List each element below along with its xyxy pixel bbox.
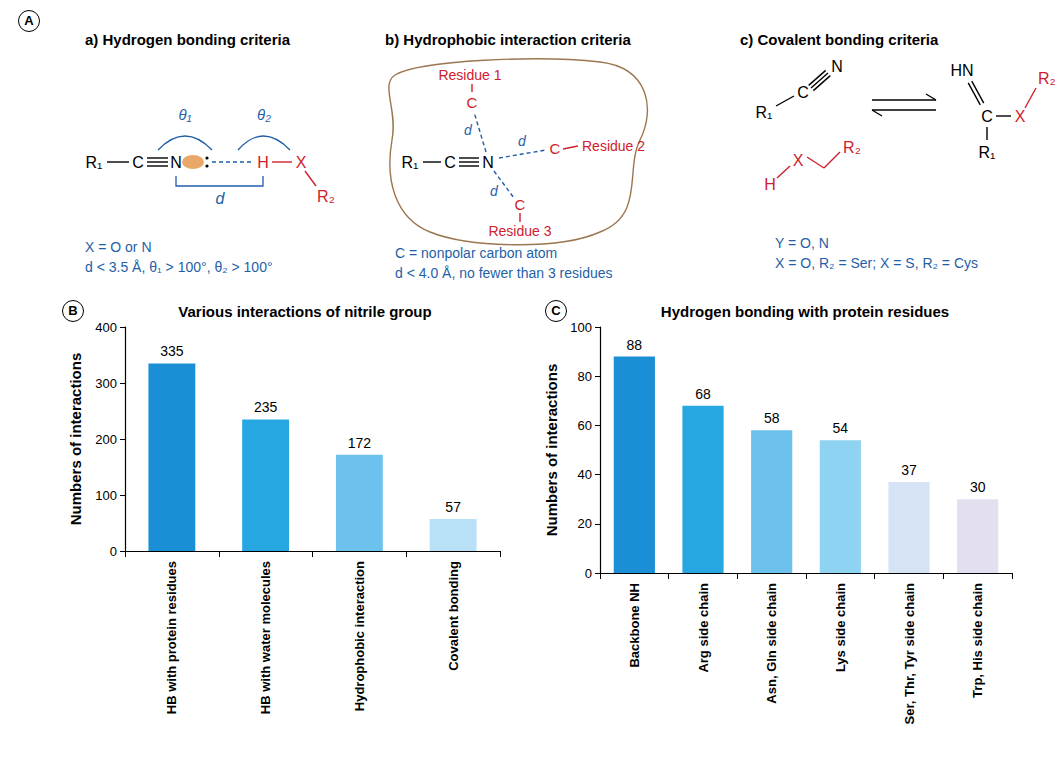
svg-text:θ₂: θ₂ (257, 106, 271, 123)
svg-text:57: 57 (445, 499, 461, 515)
svg-text:58: 58 (764, 410, 780, 426)
svg-text:R₁: R₁ (979, 144, 996, 161)
svg-text:X: X (296, 154, 307, 171)
svg-text:68: 68 (695, 386, 711, 402)
svg-text:335: 335 (160, 343, 184, 359)
svg-text:Residue 2: Residue 2 (582, 138, 645, 154)
svg-text:Arg side chain: Arg side chain (696, 583, 711, 673)
svg-text:R₁: R₁ (402, 154, 419, 171)
svg-text:R₂: R₂ (843, 139, 861, 156)
svg-text:d: d (464, 122, 473, 138)
svg-text:Residue 3: Residue 3 (488, 223, 551, 239)
svg-text:N: N (170, 154, 182, 171)
svg-text:θ₁: θ₁ (179, 106, 192, 123)
svg-text:37: 37 (901, 462, 917, 478)
svg-text:X = O, R₂ = Ser; X = S, R₂ = C: X = O, R₂ = Ser; X = S, R₂ = Cys (775, 255, 978, 271)
svg-text:R₂: R₂ (1038, 70, 1056, 87)
svg-text:HB with water molecules: HB with water molecules (258, 561, 273, 714)
svg-text:R₂: R₂ (317, 188, 335, 205)
svg-text:Ser, Thr, Tyr side chain: Ser, Thr, Tyr side chain (902, 583, 917, 724)
svg-text:Residue 1: Residue 1 (438, 67, 501, 83)
svg-text:C = nonpolar carbon atom: C = nonpolar carbon atom (395, 245, 557, 261)
svg-text:400: 400 (95, 320, 117, 335)
svg-text:N: N (482, 154, 494, 171)
svg-text:a) Hydrogen bonding criteria: a) Hydrogen bonding criteria (85, 31, 291, 48)
svg-text:Hydrophobic interaction: Hydrophobic interaction (352, 561, 367, 711)
svg-text:d < 4.0 Å, no fewer than 3 res: d < 4.0 Å, no fewer than 3 residues (395, 265, 613, 281)
svg-text:30: 30 (970, 479, 986, 495)
svg-text:235: 235 (254, 399, 278, 415)
svg-text:C: C (515, 196, 526, 213)
svg-text:d: d (490, 183, 499, 199)
svg-text:Various interactions of nitril: Various interactions of nitrile group (178, 303, 431, 320)
svg-text:H: H (764, 176, 776, 193)
svg-text:20: 20 (578, 516, 592, 531)
svg-text:d < 3.5 Å, θ₁ > 100°, θ₂ > 100: d < 3.5 Å, θ₁ > 100°, θ₂ > 100° (85, 259, 273, 275)
svg-text:X = O or N: X = O or N (85, 239, 152, 255)
svg-text:C: C (550, 140, 561, 157)
svg-text:d: d (216, 190, 226, 207)
svg-text:0: 0 (585, 566, 592, 581)
svg-text:300: 300 (95, 376, 117, 391)
svg-text:C: C (797, 84, 809, 101)
svg-text:d: d (518, 133, 527, 149)
html-text:B: B (68, 303, 78, 318)
svg-text:C: C (132, 154, 144, 171)
svg-text:R₁: R₁ (86, 154, 103, 171)
svg-text:N: N (831, 58, 843, 75)
svg-text:HB with protein residues: HB with protein residues (164, 561, 179, 714)
svg-text:X: X (1015, 108, 1026, 125)
svg-text:Backbone NH: Backbone NH (627, 583, 642, 668)
svg-text:R₁: R₁ (756, 104, 773, 121)
svg-text:C: C (444, 154, 456, 171)
svg-text:Numbers of interactions: Numbers of interactions (67, 353, 84, 526)
svg-text:200: 200 (95, 432, 117, 447)
svg-text:c) Covalent bonding criteria: c) Covalent bonding criteria (740, 31, 939, 48)
svg-text:Numbers of interactions: Numbers of interactions (543, 364, 560, 537)
svg-text:40: 40 (578, 467, 592, 482)
svg-text:Trp, His side chain: Trp, His side chain (970, 583, 985, 698)
svg-text:172: 172 (348, 435, 372, 451)
svg-text:C: C (467, 94, 478, 111)
html-text:A: A (24, 13, 34, 28)
svg-text:b) Hydrophobic interaction cri: b) Hydrophobic interaction criteria (385, 31, 632, 48)
svg-text:X: X (793, 152, 804, 169)
svg-text:0: 0 (110, 544, 117, 559)
svg-text:H: H (257, 154, 269, 171)
svg-text:Covalent bonding: Covalent bonding (446, 561, 461, 671)
html-text:C: C (551, 303, 561, 318)
svg-text:HN: HN (950, 62, 973, 79)
svg-text:Asn, Gln side chain: Asn, Gln side chain (764, 583, 779, 704)
svg-text:54: 54 (833, 420, 849, 436)
svg-text:100: 100 (570, 320, 592, 335)
svg-text:100: 100 (95, 488, 117, 503)
svg-text:Lys side chain: Lys side chain (833, 583, 848, 672)
svg-text:80: 80 (578, 369, 592, 384)
svg-text:60: 60 (578, 418, 592, 433)
svg-text:C: C (981, 108, 993, 125)
svg-text:88: 88 (627, 337, 643, 353)
svg-text:Hydrogen bonding with protein: Hydrogen bonding with protein residues (661, 303, 949, 320)
svg-text:Y = O, N: Y = O, N (775, 235, 829, 251)
